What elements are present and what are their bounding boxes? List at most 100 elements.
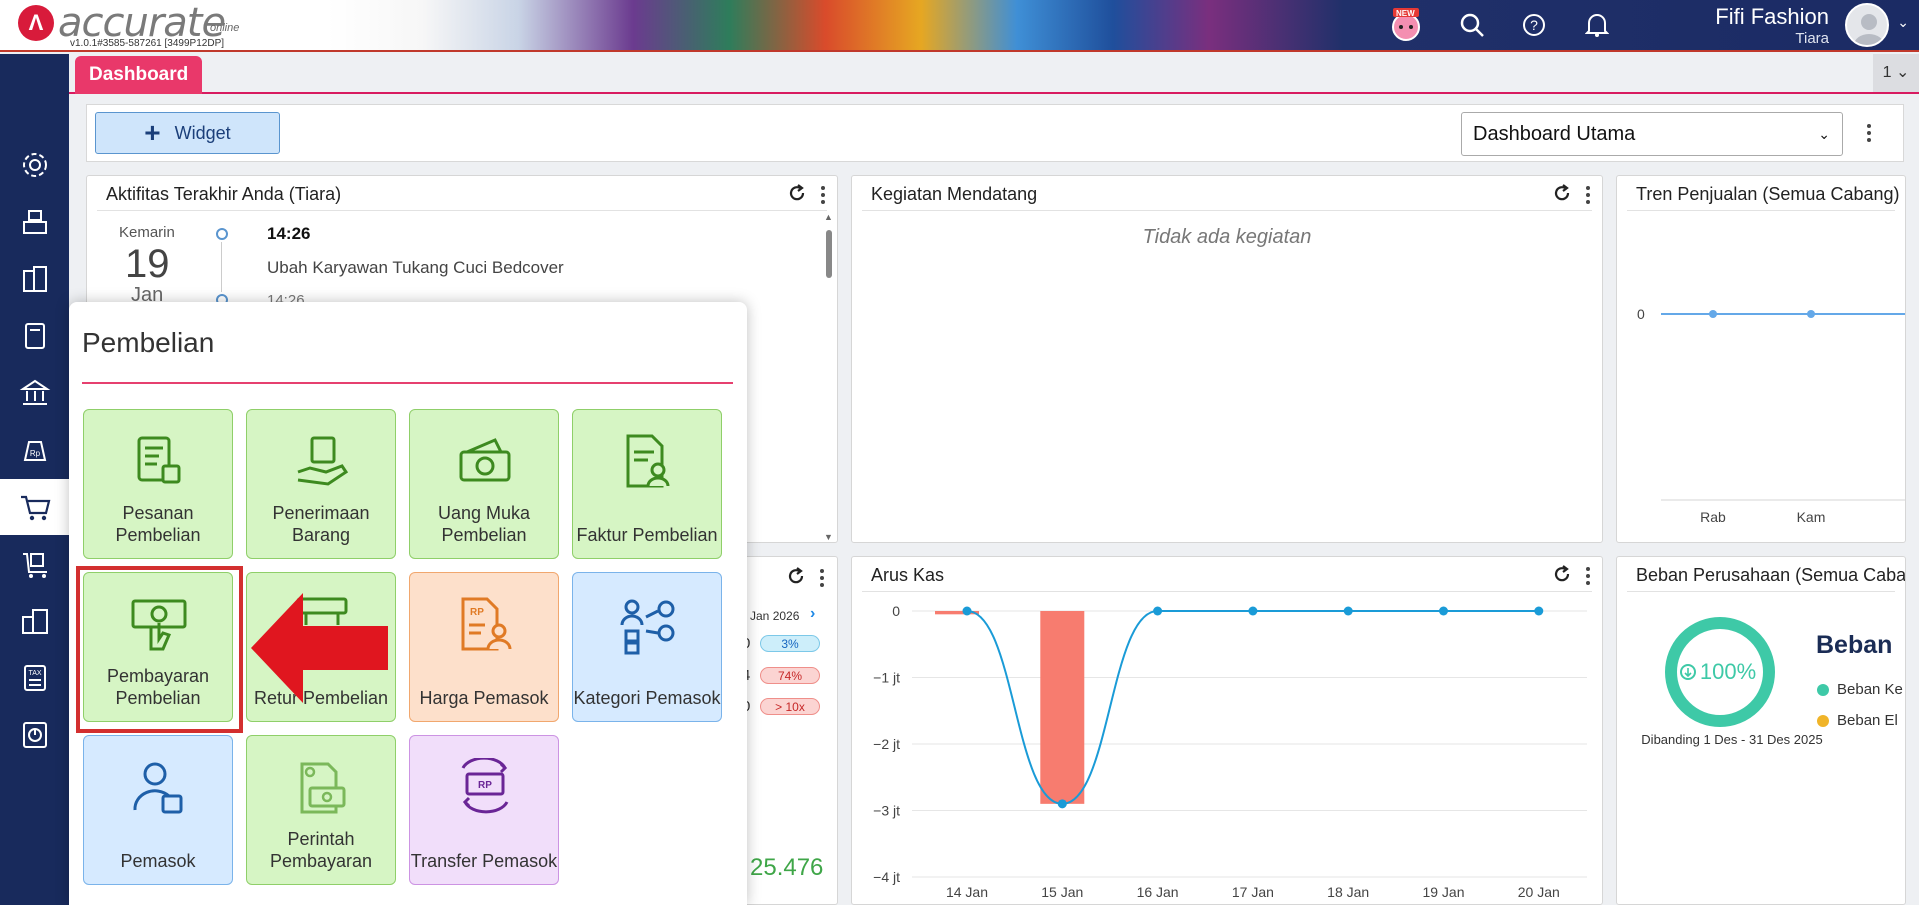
activity-title: Aktifitas Terakhir Anda (Tiara) bbox=[106, 184, 342, 204]
chevron-down-icon[interactable]: ⌄ bbox=[1897, 14, 1909, 30]
sidebar-item-sales[interactable] bbox=[0, 194, 69, 250]
change-badge: 74% bbox=[760, 667, 820, 684]
help-icon[interactable]: ? bbox=[1517, 8, 1551, 42]
activity-scrollbar[interactable]: ▲ ▼ bbox=[823, 212, 833, 542]
legend-item[interactable]: Beban Ke bbox=[1817, 681, 1903, 698]
bell-icon[interactable] bbox=[1580, 8, 1614, 42]
data-point bbox=[1709, 310, 1717, 318]
data-point bbox=[1343, 606, 1353, 616]
sidebar-item-settings[interactable] bbox=[0, 137, 69, 193]
inventory-cart-icon bbox=[22, 553, 47, 578]
tile-harga-pemasok[interactable]: RP Harga Pemasok bbox=[409, 572, 559, 722]
x-tick-label: 14 Jan bbox=[946, 884, 988, 900]
user-info[interactable]: Fifi Fashion Tiara bbox=[1715, 4, 1829, 47]
sidebar-item-purchase[interactable] bbox=[0, 479, 69, 535]
cashflow-chart: 0 −1 jt −2 jt −3 jt −4 jt 14 Jan 15 Jan 16 Jan 1… bbox=[873, 603, 1587, 900]
legend-dot bbox=[1817, 683, 1829, 696]
sales-trend-chart: 0 Rab Kam J bbox=[1637, 306, 1905, 525]
sidebar-item-tax[interactable]: TAX bbox=[0, 650, 69, 706]
donut-slice bbox=[1665, 617, 1775, 727]
divider bbox=[82, 382, 733, 384]
refresh-icon[interactable] bbox=[1551, 182, 1573, 204]
tile-kategori-pemasok[interactable]: Kategori Pemasok bbox=[572, 572, 722, 722]
logo-mark-icon: Λ bbox=[18, 5, 54, 41]
data-point bbox=[1807, 310, 1815, 318]
legend-title: Beban bbox=[1816, 631, 1893, 659]
activity-time: 14:26 bbox=[267, 224, 311, 243]
legend-item[interactable]: Beban El bbox=[1817, 712, 1898, 729]
tile-pemasok[interactable]: Pemasok bbox=[83, 735, 233, 885]
refresh-icon[interactable] bbox=[785, 565, 807, 587]
tile-transfer-pemasok[interactable]: RP Transfer Pemasok bbox=[409, 735, 559, 885]
supplier-transfer-icon: RP bbox=[461, 758, 509, 814]
refresh-icon[interactable] bbox=[786, 182, 808, 204]
change-badge: 3% bbox=[760, 635, 820, 652]
dashboard-select-value: Dashboard Utama bbox=[1473, 123, 1636, 145]
scroll-up-icon[interactable]: ▲ bbox=[824, 212, 833, 222]
money-bag-icon: Rp bbox=[23, 441, 46, 461]
tab-count-dropdown[interactable]: 1 ⌄ bbox=[1873, 54, 1919, 92]
expenses-donut: 100% bbox=[1665, 617, 1775, 727]
tile-penerimaan-barang[interactable]: Penerimaan Barang bbox=[246, 409, 396, 559]
data-point bbox=[1248, 606, 1258, 616]
sidebar-item-inventory[interactable] bbox=[0, 536, 69, 592]
search-icon[interactable] bbox=[1455, 8, 1489, 42]
sidebar-item-ledger[interactable] bbox=[0, 308, 69, 364]
new-feature-mascot-icon[interactable]: NEW bbox=[1389, 8, 1423, 42]
company-building-icon bbox=[22, 266, 47, 292]
goods-receipt-icon bbox=[297, 436, 349, 486]
new-badge: NEW bbox=[1396, 9, 1415, 18]
timeline-dot bbox=[216, 228, 228, 240]
tab-strip: Dashboard 1 ⌄ bbox=[69, 54, 1919, 94]
report-chart-icon bbox=[22, 722, 47, 748]
x-tick-label: Rab bbox=[1700, 509, 1726, 525]
scroll-down-icon[interactable]: ▼ bbox=[824, 532, 833, 542]
red-arrow-icon bbox=[251, 593, 388, 703]
arrow-down-icon bbox=[1684, 668, 1692, 678]
brand-sub: online bbox=[210, 22, 240, 34]
activity-more-icon[interactable] bbox=[816, 184, 830, 206]
sidebar-item-warehouse[interactable] bbox=[0, 593, 69, 649]
sales-register-icon bbox=[22, 210, 47, 234]
scroll-thumb[interactable] bbox=[826, 230, 832, 278]
activity-month: Jan bbox=[131, 284, 164, 306]
top-bar: Λ accurate online v1.0.1#3585-587261 [34… bbox=[0, 0, 1919, 52]
x-tick-label: 20 Jan bbox=[1518, 884, 1560, 900]
tile-faktur-pembelian[interactable]: Faktur Pembelian bbox=[572, 409, 722, 559]
tax-document-icon: TAX bbox=[23, 665, 46, 691]
dashboard-more-icon[interactable] bbox=[1862, 122, 1876, 144]
y-tick-label: −1 jt bbox=[873, 670, 900, 686]
tile-pesanan-pembelian[interactable]: Pesanan Pembelian bbox=[83, 409, 233, 559]
dashboard-select[interactable]: Dashboard Utama ⌄ bbox=[1461, 112, 1843, 156]
sidebar-item-finance[interactable]: Rp bbox=[0, 422, 69, 478]
sales-trend-panel: Tren Penjualan (Semua Cabang) 0 Rab Kam J bbox=[1616, 175, 1906, 543]
tab-dashboard[interactable]: Dashboard bbox=[75, 56, 203, 94]
tile-uang-muka-pembelian[interactable]: Uang Muka Pembelian bbox=[409, 409, 559, 559]
avatar[interactable] bbox=[1845, 3, 1889, 47]
purchase-menu-title: Pembelian bbox=[82, 327, 215, 358]
cashflow-more-icon[interactable] bbox=[1581, 565, 1595, 587]
activity-description[interactable]: Ubah Karyawan Tukang Cuci Bedcover bbox=[267, 258, 564, 277]
refresh-icon[interactable] bbox=[1551, 563, 1573, 585]
upcoming-more-icon[interactable] bbox=[1581, 184, 1595, 206]
summary-more-icon[interactable] bbox=[815, 567, 829, 589]
sidebar-item-reports[interactable] bbox=[0, 707, 69, 763]
y-tick-label: 0 bbox=[1637, 306, 1645, 322]
legend-label: Beban El bbox=[1837, 712, 1898, 729]
tile-label: Perintah Pembayaran bbox=[269, 829, 373, 871]
sidebar-item-bank[interactable] bbox=[0, 365, 69, 421]
tile-perintah-pembayaran[interactable]: Perintah Pembayaran bbox=[246, 735, 396, 885]
x-tick-label: Kam bbox=[1797, 509, 1826, 525]
cashflow-title: Arus Kas bbox=[871, 565, 945, 585]
svg-text:Rp: Rp bbox=[29, 449, 40, 458]
chevron-right-icon[interactable]: › bbox=[810, 605, 816, 622]
sidebar-item-company[interactable] bbox=[0, 251, 69, 307]
add-widget-button[interactable]: + Widget bbox=[95, 112, 280, 154]
data-point bbox=[962, 606, 972, 616]
legend-label: Beban Ke bbox=[1837, 681, 1903, 698]
tile-pembayaran-pembelian[interactable]: Pembayaran Pembelian bbox=[83, 572, 233, 722]
app-logo[interactable]: Λ accurate bbox=[18, 3, 226, 43]
x-tick-label: 15 Jan bbox=[1041, 884, 1083, 900]
tile-label: Kategori Pemasok bbox=[573, 688, 721, 708]
supplier-icon bbox=[133, 762, 183, 814]
